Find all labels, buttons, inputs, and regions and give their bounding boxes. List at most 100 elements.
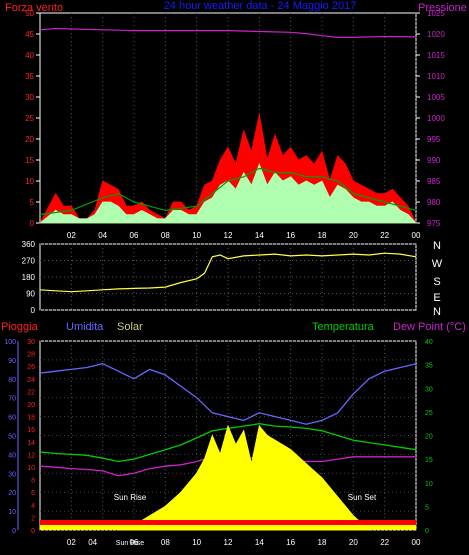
- pressure-tick-label: 980: [427, 198, 441, 207]
- top-x-tick-label: 22: [380, 231, 389, 240]
- top-x-tick-label: 12: [224, 231, 233, 240]
- rain-tick-label: 0: [31, 528, 35, 535]
- solar-axis-title: Solar: [117, 321, 143, 333]
- rain-tick-label: 20: [27, 402, 35, 409]
- wind-tick-label: 20: [25, 135, 34, 144]
- rain-tick-label: 2: [31, 515, 35, 522]
- top-x-tick-label: 14: [255, 231, 264, 240]
- direction-tick-label: 360: [22, 240, 36, 249]
- top-x-tick-label: 06: [130, 231, 139, 240]
- temperature-tick-label: 25: [425, 410, 433, 417]
- pressure-tick-label: 1025: [427, 9, 445, 18]
- series-humidity-line: [39, 363, 417, 425]
- bottom-x-tick-label: 20: [349, 538, 358, 547]
- rain-tick-label: 22: [27, 389, 35, 396]
- direction-tick-label: 270: [22, 257, 36, 266]
- bottom-x-tick-label: 18: [318, 538, 327, 547]
- pressure-tick-label: 985: [427, 177, 441, 186]
- rain-tick-label: 8: [31, 478, 35, 485]
- humidity-tick-label: 20: [8, 490, 16, 497]
- bottom-x-tick-label: 06: [130, 538, 139, 547]
- humidity-tick-label: 100: [4, 339, 16, 346]
- series-pressure-line: [39, 27, 417, 39]
- pressure-tick-label: 1010: [427, 72, 445, 81]
- rain-tick-label: 6: [31, 490, 35, 497]
- direction-series: [39, 252, 417, 293]
- wind-pressure-panel: Forza vento 24 hour weather data - 24 Ma…: [5, 0, 467, 228]
- temperature-tick-labels: 0 5 10 15 20 25 30 35 40: [425, 339, 433, 535]
- rain-tick-label: 30: [27, 339, 35, 346]
- wind-tick-label: 5: [30, 198, 35, 207]
- temperature-tick-label: 10: [425, 481, 433, 488]
- sunset-annotation: Sun Set: [348, 493, 377, 502]
- rain-tick-label: 16: [27, 427, 35, 434]
- bottom-x-tick-label: 16: [286, 538, 295, 547]
- temperature-tick-label: 35: [425, 363, 433, 370]
- humidity-tick-label: 40: [8, 452, 16, 459]
- top-x-tick-label: 10: [192, 231, 201, 240]
- top-x-tick-label: 02: [67, 231, 76, 240]
- rain-tick-label: 24: [27, 377, 35, 384]
- temperature-tick-label: 15: [425, 457, 433, 464]
- top-x-tick-label: 04: [98, 231, 107, 240]
- rain-tick-label: 10: [27, 465, 35, 472]
- wind-tick-label: 35: [25, 72, 34, 81]
- temperature-tick-label: 0: [425, 528, 429, 535]
- wind-tick-label: 50: [25, 9, 34, 18]
- series-rain-base: [40, 525, 416, 530]
- wind-tick-label: 25: [25, 114, 34, 123]
- top-x-tick-label: 16: [286, 231, 295, 240]
- rain-tick-label: 12: [27, 452, 35, 459]
- climate-panel: Pioggia Umidita Solar Temperatura Dew Po…: [1, 321, 466, 547]
- pressure-tick-labels: 975 980 985 990 995 1000 1005 1010 1015 1020 1025: [416, 9, 445, 228]
- rain-tick-label: 14: [27, 440, 35, 447]
- bottom-x-tick-label: 14: [255, 538, 264, 547]
- direction-tick-labels: 0 90 180 270 360: [22, 240, 36, 315]
- compass-w: W: [432, 258, 443, 270]
- x-tick-labels: 02 02 04 06 06 08 08 10 10 12 12 14 14 16 16 18 18 20 20 22…: [67, 231, 421, 547]
- pressure-tick-label: 975: [427, 219, 441, 228]
- pressure-tick-label: 1005: [427, 93, 445, 102]
- wind-axis-title: Forza vento: [5, 2, 63, 14]
- compass-s: S: [433, 276, 440, 288]
- wind-tick-label: 45: [25, 30, 34, 39]
- wind-tick-label: 40: [25, 51, 34, 60]
- rain-tick-label: 28: [27, 352, 35, 359]
- direction-panel: 0 90 180 270 360 N W S E N: [22, 240, 443, 318]
- sunrise-axis-annotation: Sun Rise: [116, 540, 145, 547]
- pressure-axis-title: Pressione: [418, 2, 467, 14]
- sun-annotations: Sun Rise Sun Set Sun Rise: [114, 493, 377, 547]
- compass-n: N: [433, 240, 441, 252]
- humidity-axis-title: Umidita: [66, 321, 104, 333]
- series-rain-bar: [40, 520, 416, 525]
- series-direction-line: [39, 252, 417, 293]
- rain-tick-label: 4: [31, 503, 35, 510]
- series-wind-avg-area: [38, 163, 417, 224]
- pressure-tick-label: 1015: [427, 51, 445, 60]
- direction-tick-label: 0: [31, 306, 36, 315]
- wind-series: [38, 27, 417, 224]
- rain-tick-label: 18: [27, 415, 35, 422]
- pressure-tick-label: 990: [427, 156, 441, 165]
- bottom-x-tick-label: 00: [412, 538, 421, 547]
- humidity-tick-label: 30: [8, 471, 16, 478]
- direction-grid: [40, 243, 417, 311]
- temperature-tick-label: 40: [425, 339, 433, 346]
- pressure-tick-label: 1020: [427, 30, 445, 39]
- series-wind-ma-line: [39, 167, 417, 216]
- bottom-x-tick-label: 12: [224, 538, 233, 547]
- dewpoint-axis-title: Dew Point (°C): [393, 321, 466, 333]
- top-x-tick-label: 18: [318, 231, 327, 240]
- humidity-tick-label: 90: [8, 358, 16, 365]
- humidity-tick-label: 60: [8, 415, 16, 422]
- top-x-tick-label: 08: [161, 231, 170, 240]
- temperature-axis-title: Temperatura: [312, 321, 375, 333]
- top-x-tick-label: 20: [349, 231, 358, 240]
- bottom-x-tick-label: 02: [67, 538, 76, 547]
- bottom-x-tick-label: 10: [192, 538, 201, 547]
- sunrise-annotation: Sun Rise: [114, 493, 147, 502]
- temperature-tick-label: 5: [425, 504, 429, 511]
- rain-axis-title: Pioggia: [1, 321, 39, 333]
